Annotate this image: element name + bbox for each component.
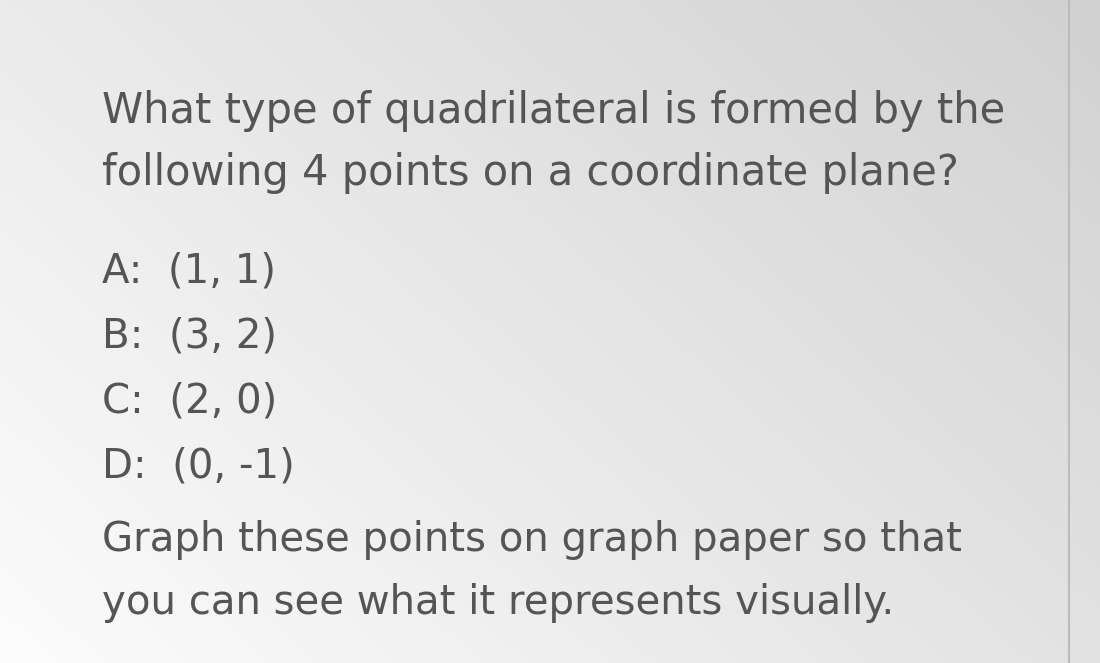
Text: Graph these points on graph paper so that: Graph these points on graph paper so tha… (102, 520, 962, 560)
Text: following 4 points on a coordinate plane?: following 4 points on a coordinate plane… (102, 152, 959, 194)
Text: C:  (2, 0): C: (2, 0) (102, 382, 277, 422)
Text: you can see what it represents visually.: you can see what it represents visually. (102, 583, 894, 623)
Text: D:  (0, -1): D: (0, -1) (102, 447, 295, 487)
Text: B:  (3, 2): B: (3, 2) (102, 317, 277, 357)
Text: What type of quadrilateral is formed by the: What type of quadrilateral is formed by … (102, 90, 1005, 131)
Text: A:  (1, 1): A: (1, 1) (102, 252, 276, 292)
